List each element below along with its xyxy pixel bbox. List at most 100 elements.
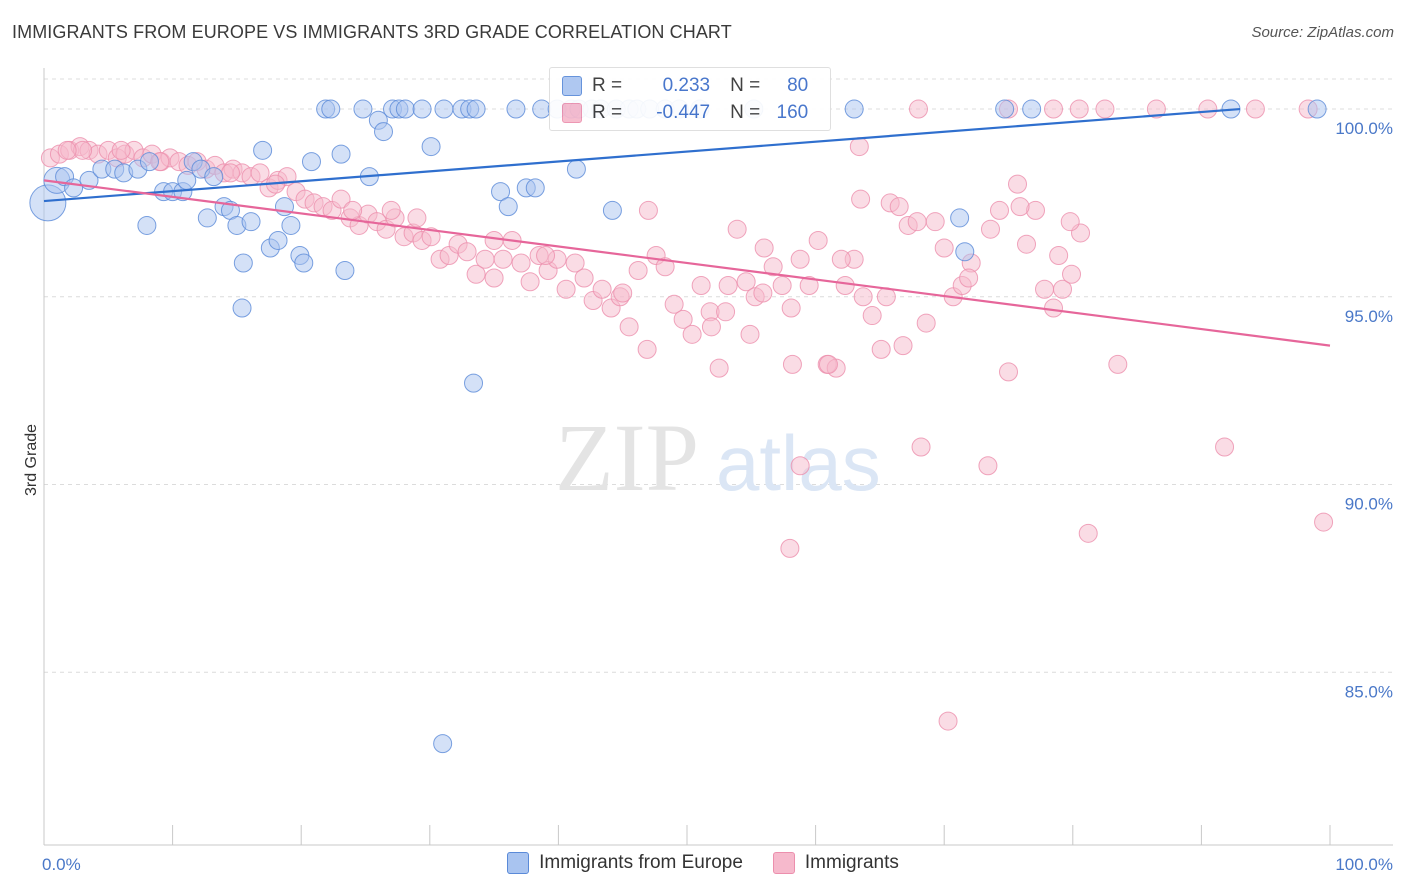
immigrants-point — [619, 317, 639, 337]
immigrants-point — [871, 339, 891, 359]
immigrants-point — [1049, 245, 1069, 265]
immigrants-point — [484, 230, 504, 250]
immigrants-point — [1245, 99, 1265, 119]
europe-point — [525, 178, 545, 198]
immigrants-trend-line — [43, 179, 1331, 347]
immigrants-point — [565, 253, 585, 273]
europe-point — [241, 212, 261, 232]
immigrants-point — [701, 317, 721, 337]
immigrants-point — [511, 253, 531, 273]
legend-label-immigrants: Immigrants — [804, 852, 899, 873]
watermark-zip: ZIP — [555, 404, 699, 511]
immigrants-point — [536, 245, 556, 265]
europe-point — [955, 242, 975, 262]
immigrants-point — [799, 276, 819, 296]
trend-lines — [43, 107, 1331, 347]
immigrants-point — [1198, 99, 1218, 119]
immigrants-point — [908, 99, 928, 119]
immigrants-point — [343, 200, 363, 220]
immigrants-point — [718, 276, 738, 296]
europe-point — [995, 99, 1015, 119]
immigrants-point — [1035, 279, 1055, 299]
legend-r-key: R = — [592, 75, 623, 96]
legend-row-immigrants: R = -0.447 N = 160 — [562, 100, 808, 126]
immigrants-point — [613, 283, 633, 303]
legend-r-key: R = — [592, 102, 623, 123]
legend-swatch-pink — [772, 852, 795, 874]
y-axis-title: 3rd Grade — [23, 424, 40, 496]
series-legend: Immigrants from Europe Immigrants — [0, 852, 1406, 874]
europe-point — [395, 99, 415, 119]
immigrants-point — [911, 437, 931, 457]
immigrants-point — [1044, 99, 1064, 119]
immigrants-point — [1008, 174, 1028, 194]
immigrants-point — [980, 219, 1000, 239]
immigrants-point — [1053, 279, 1073, 299]
immigrants-point — [673, 309, 693, 329]
immigrants-point — [790, 249, 810, 269]
immigrants-point — [407, 208, 427, 228]
immigrants-point — [754, 238, 774, 258]
immigrants-point — [938, 711, 958, 731]
legend-swatch-pink — [562, 103, 582, 123]
tick-labels: 85.0% 90.0% 95.0% 100.0% 0.0% 100.0% — [42, 119, 1393, 874]
europe-point — [466, 99, 486, 119]
legend-n-key: N = — [730, 75, 761, 96]
y-tick-label: 90.0% — [1345, 495, 1393, 514]
immigrants-point — [457, 242, 477, 262]
watermark: ZIP atlas — [555, 404, 881, 511]
immigrants-point — [716, 302, 736, 322]
legend-label-europe: Immigrants from Europe — [539, 852, 743, 873]
europe-point — [331, 144, 351, 164]
immigrants-point — [808, 230, 828, 250]
europe-point — [353, 99, 373, 119]
immigrants-point — [835, 276, 855, 296]
legend-swatch-blue — [562, 76, 582, 96]
immigrants-point — [57, 140, 77, 160]
legend-row-europe: R = 0.233 N = 80 — [562, 73, 808, 99]
source-credit: Source: ZipAtlas.com — [1251, 24, 1394, 41]
immigrants-point — [1044, 298, 1064, 318]
immigrants-point — [709, 358, 729, 378]
europe-point — [506, 99, 526, 119]
immigrants-point — [1146, 99, 1166, 119]
legend-r-value: 0.233 — [662, 75, 711, 96]
immigrants-point — [421, 227, 441, 247]
immigrants-point — [628, 261, 648, 280]
immigrants-point — [1078, 523, 1098, 543]
immigrants-point — [893, 336, 913, 356]
immigrants-point — [780, 538, 800, 558]
europe-trend-line — [43, 107, 1241, 203]
immigrants-point — [220, 163, 240, 183]
immigrants-point — [1095, 99, 1115, 119]
immigrants-point — [637, 339, 657, 359]
immigrants-point — [1062, 264, 1082, 284]
immigrants-point — [831, 249, 851, 269]
immigrants-point — [111, 140, 131, 160]
europe-point — [464, 373, 484, 393]
europe-point — [433, 734, 453, 754]
europe-point — [301, 152, 321, 172]
immigrants-point — [925, 212, 945, 232]
immigrants-point — [592, 279, 612, 299]
immigrants-point — [466, 264, 486, 284]
immigrants-point — [250, 163, 270, 183]
europe-point — [950, 208, 970, 228]
legend-n-value: 160 — [776, 102, 809, 123]
immigrants-point — [818, 354, 838, 374]
europe-point — [281, 215, 301, 235]
europe-point — [294, 253, 314, 273]
europe-point — [204, 167, 224, 187]
immigrants-point — [1108, 354, 1128, 374]
europe-point — [434, 99, 454, 119]
europe-point — [253, 140, 273, 160]
immigrants-point — [664, 294, 684, 314]
immigrants-point — [1215, 437, 1235, 457]
immigrants-point — [682, 324, 702, 344]
immigrants-point — [381, 200, 401, 220]
europe-point — [197, 208, 217, 228]
immigrants-point — [978, 456, 998, 476]
immigrants-point — [849, 137, 869, 157]
immigrants-point — [574, 268, 594, 288]
